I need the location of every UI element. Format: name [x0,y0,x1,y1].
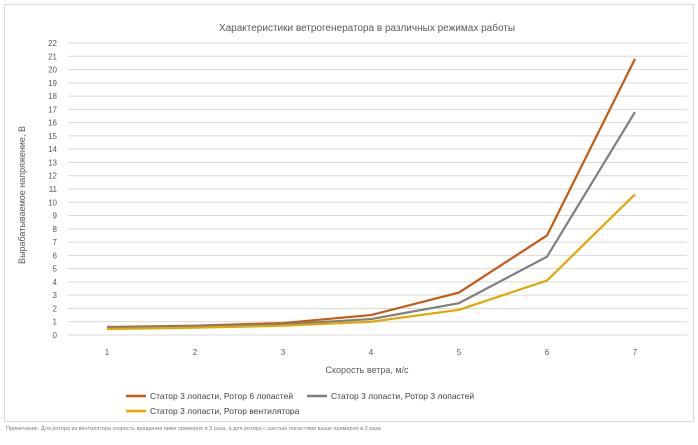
y-tick-label: 13 [48,158,57,167]
x-tick-label: 2 [193,348,198,357]
y-tick-label: 14 [48,145,57,154]
legend-label-series-1: Статор 3 лопасти, Ротор 6 лопастей [150,391,293,401]
series-line-2 [106,111,636,329]
y-tick-label: 6 [53,251,58,260]
chart-svg: Характеристики ветрогенератора в различн… [17,22,687,416]
y-tick-label: 5 [53,265,58,274]
legend-label-series-3: Статор 3 лопасти, Ротор вентилятора [150,406,300,416]
y-tick-label: 20 [48,66,57,75]
legend: Статор 3 лопасти, Ротор 6 лопастей Стато… [126,391,474,416]
y-tick-label: 4 [53,278,58,287]
x-tick-label: 1 [105,348,110,357]
grid-lines [68,42,687,336]
footnote: Примечание. Для ротора из вентилятора ск… [6,426,381,432]
y-tick-label: 16 [48,119,57,128]
y-tick-label: 10 [48,198,57,207]
x-tick-label: 6 [545,348,550,357]
chart-title: Характеристики ветрогенератора в различн… [219,22,515,34]
y-tick-label: 12 [48,172,57,181]
y-tick-label: 0 [53,331,58,340]
legend-label-series-2: Статор 3 лопасти, Ротор 3 лопастей [331,391,474,401]
y-tick-label: 2 [53,304,58,313]
y-tick-label: 1 [53,318,58,327]
series-lines [106,58,636,331]
y-tick-label: 3 [53,291,58,300]
y-axis-title: Вырабатываемое напряжение, В [17,126,27,264]
y-tick-label: 15 [48,132,57,141]
y-tick-label: 22 [48,39,57,48]
series-line-3 [106,193,636,331]
y-tick-label: 21 [48,52,57,61]
y-tick-label: 17 [48,105,57,114]
series-line-1 [106,58,636,329]
y-tick-label: 11 [49,185,58,194]
y-tick-label: 9 [53,212,58,221]
x-tick-label: 4 [369,348,374,357]
x-tick-label: 7 [633,348,638,357]
x-tick-label: 5 [457,348,462,357]
y-tick-label: 7 [53,238,58,247]
y-tick-label: 19 [48,79,57,88]
y-tick-label: 18 [48,92,57,101]
x-axis-title: Скорость ветра, м/с [325,365,409,375]
x-axis-ticks: 1 2 3 4 5 6 7 [105,348,638,357]
y-tick-label: 8 [53,225,58,234]
x-tick-label: 3 [281,348,286,357]
chart-frame: Характеристики ветрогенератора в различн… [4,4,694,422]
